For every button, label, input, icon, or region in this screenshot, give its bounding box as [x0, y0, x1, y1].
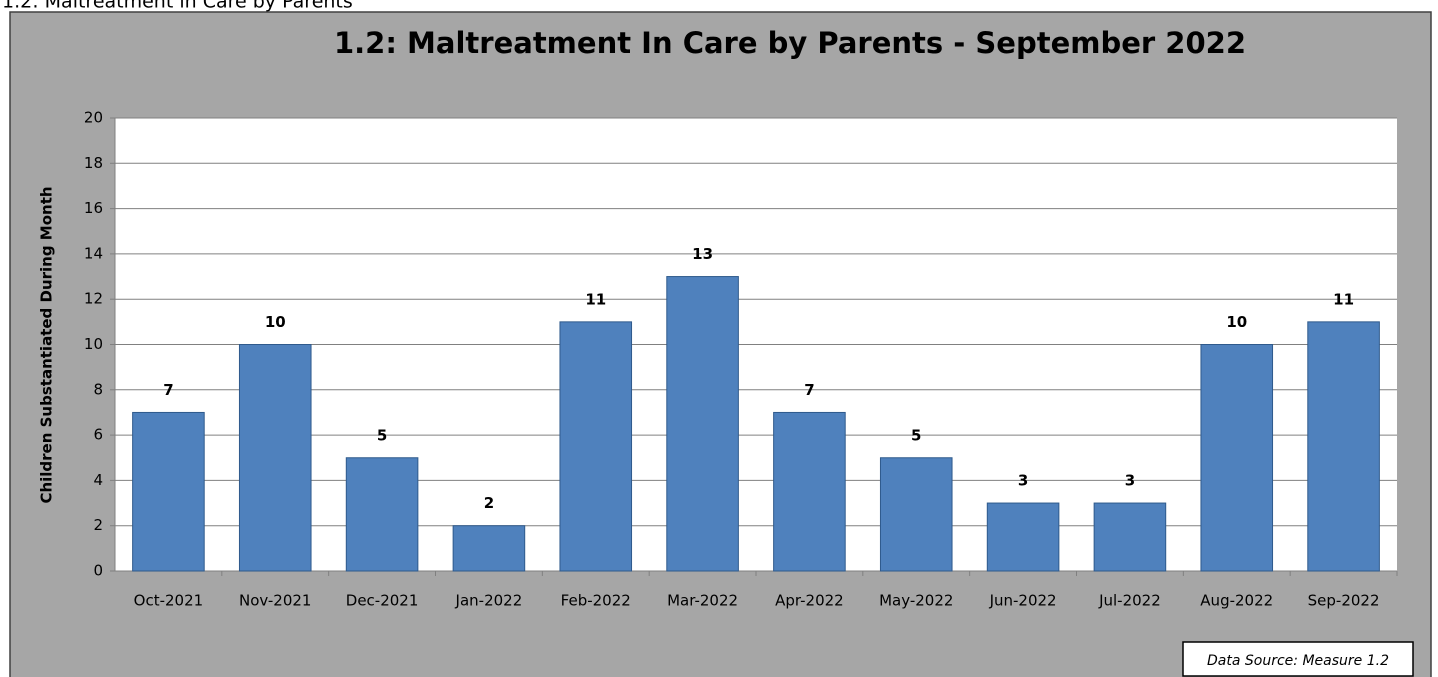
data-label: 3: [1125, 472, 1135, 490]
y-tick-label: 0: [93, 562, 103, 580]
x-tick-label: Jul-2022: [1098, 592, 1161, 610]
x-tick-label: Apr-2022: [775, 592, 844, 610]
bar: [666, 276, 739, 572]
x-tick-label: May-2022: [879, 592, 953, 610]
bar: [1093, 502, 1167, 572]
bar: [452, 525, 526, 572]
page-heading: 1.2: Maltreatment in Care by Parents: [2, 0, 353, 13]
bar: [1307, 321, 1380, 572]
source-note: Data Source: Measure 1.2: [1207, 653, 1389, 669]
bar: [559, 321, 633, 572]
data-label: 13: [692, 245, 713, 263]
data-label: 11: [1333, 290, 1354, 308]
x-tick-label: Nov-2021: [239, 592, 311, 610]
data-label: 5: [911, 426, 921, 444]
x-tick-label: Aug-2022: [1200, 592, 1273, 610]
data-label: 10: [265, 313, 286, 331]
source-box: [1182, 641, 1414, 677]
y-tick-label: 2: [93, 516, 103, 534]
data-label: 5: [377, 426, 387, 444]
x-tick-label: Dec-2021: [346, 592, 419, 610]
y-tick-label: 20: [84, 109, 103, 127]
x-tick-label: Sep-2022: [1308, 592, 1380, 610]
y-tick-label: 16: [84, 199, 103, 217]
y-tick-label: 14: [84, 244, 103, 262]
data-label: 10: [1226, 313, 1247, 331]
data-label: 3: [1018, 472, 1028, 490]
bar: [773, 411, 846, 572]
y-tick-label: 6: [93, 426, 103, 444]
chart-title: 1.2: Maltreatment In Care by Parents - S…: [334, 26, 1246, 60]
y-tick-label: 18: [84, 154, 103, 172]
x-tick-label: Feb-2022: [561, 592, 631, 610]
y-tick-label: 4: [93, 471, 103, 489]
y-axis-title: Children Substantiated During Month: [38, 186, 56, 503]
x-tick-label: Mar-2022: [667, 592, 738, 610]
x-tick-label: Oct-2021: [134, 592, 204, 610]
data-label: 7: [163, 381, 173, 399]
x-tick-label: Jun-2022: [989, 592, 1057, 610]
y-tick-label: 10: [84, 335, 103, 353]
bar: [879, 457, 953, 572]
data-label: 11: [585, 290, 606, 308]
bar: [1200, 344, 1274, 572]
bar: [238, 344, 312, 572]
y-tick-label: 8: [93, 380, 103, 398]
data-label: 7: [804, 381, 814, 399]
bar: [345, 457, 419, 572]
bar: [986, 502, 1060, 572]
x-tick-label: Jan-2022: [455, 592, 523, 610]
y-tick-label: 12: [84, 290, 103, 308]
bar: [132, 411, 205, 572]
data-label: 2: [484, 494, 494, 512]
